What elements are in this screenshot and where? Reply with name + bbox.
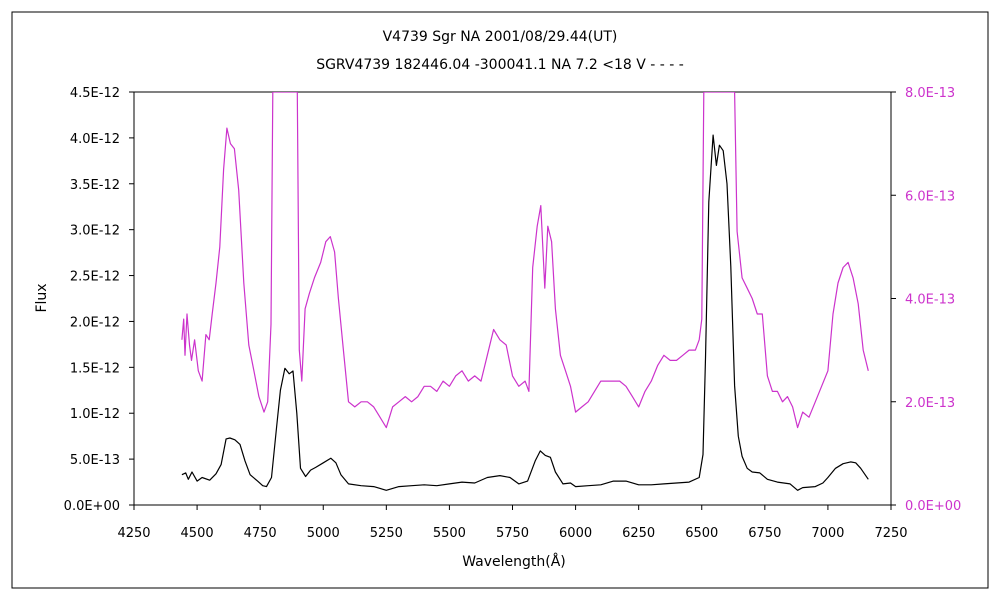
right-y-tick-label: 2.0E-13	[905, 396, 955, 411]
series-layer	[181, 92, 869, 491]
x-tick-label: 7250	[874, 526, 907, 541]
chart-subtitle: SGRV4739 182446.04 -300041.1 NA 7.2 <18 …	[316, 57, 684, 73]
right-y-tick-label: 6.0E-13	[905, 189, 955, 204]
left-y-tick-label: 3.0E-12	[70, 224, 120, 239]
left-y-tick-label: 2.0E-12	[70, 315, 120, 330]
x-tick-label: 6250	[622, 526, 655, 541]
right-y-axis-ticks: 0.0E+00 2.0E-13 4.0E-13 6.0E-13 8.0E-13	[891, 86, 961, 514]
x-tick-label: 6500	[685, 526, 718, 541]
x-axis-ticks: 4250 4500 4750 5000 5250 5500 5750 6000 6250 6500…	[117, 505, 908, 541]
left-y-tick-label: 4.0E-12	[70, 132, 120, 147]
left-y-tick-label: 0.0E+00	[64, 499, 120, 514]
left-y-tick-label: 1.0E-12	[70, 407, 120, 422]
x-axis-label: Wavelength(Å)	[462, 553, 566, 570]
x-tick-label: 6750	[748, 526, 781, 541]
left-y-tick-label: 5.0E-13	[70, 453, 120, 468]
x-tick-label: 5000	[307, 526, 340, 541]
x-tick-label: 5500	[433, 526, 466, 541]
x-tick-label: 5250	[370, 526, 403, 541]
x-tick-label: 7000	[811, 526, 844, 541]
left-y-tick-label: 4.5E-12	[70, 86, 120, 101]
left-y-tick-label: 1.5E-12	[70, 361, 120, 376]
right-y-tick-label: 0.0E+00	[905, 499, 961, 514]
chart-border	[11, 11, 989, 589]
x-tick-label: 6000	[559, 526, 592, 541]
left-y-axis-ticks: 0.0E+00 5.0E-13 1.0E-12 1.5E-12 2.0E-12 2.5E-…	[64, 86, 134, 514]
right-y-tick-label: 8.0E-13	[905, 86, 955, 101]
y-axis-label: Flux	[34, 283, 50, 312]
chart-title: V4739 Sgr NA 2001/08/29.44(UT)	[383, 29, 618, 45]
left-y-tick-label: 3.5E-12	[70, 178, 120, 193]
magenta-spectrum-line	[181, 92, 869, 429]
x-tick-label: 4750	[244, 526, 277, 541]
x-tick-label: 4250	[117, 526, 150, 541]
left-y-tick-label: 2.5E-12	[70, 270, 120, 285]
x-tick-label: 5750	[496, 526, 529, 541]
black-spectrum-line	[181, 134, 869, 491]
x-tick-label: 4500	[181, 526, 214, 541]
right-y-tick-label: 4.0E-13	[905, 293, 955, 308]
